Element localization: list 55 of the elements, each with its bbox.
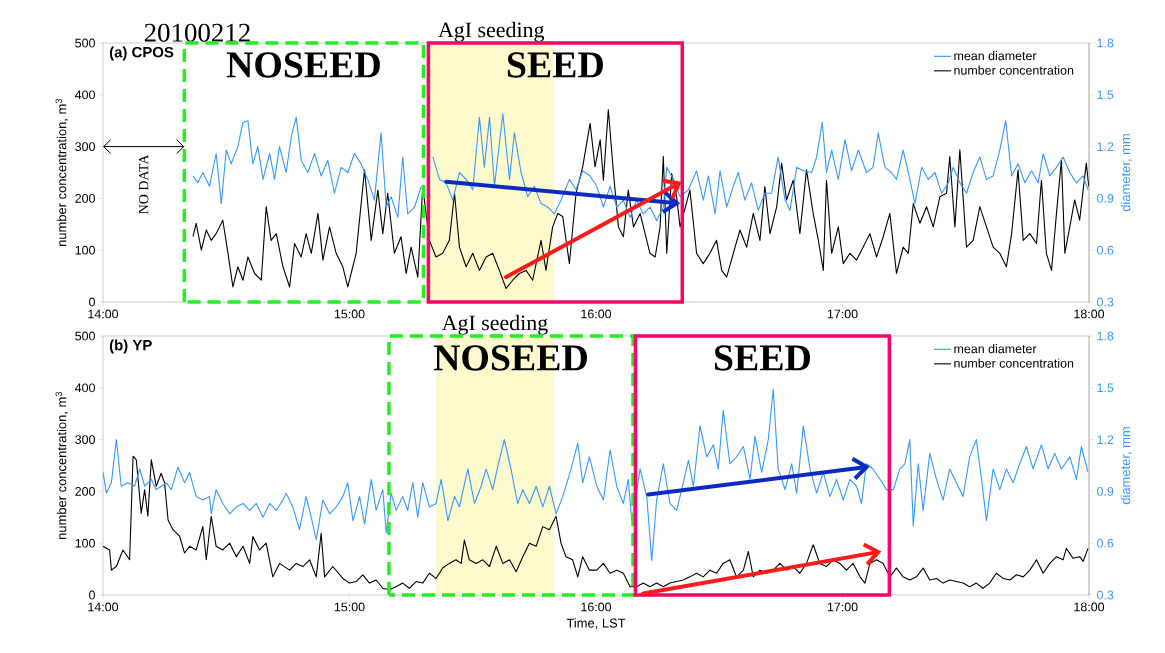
- y2-tick-label: 1.2: [1097, 142, 1114, 151]
- y-tick-label: 0: [89, 297, 95, 307]
- band-label: AgI seeding: [441, 314, 548, 335]
- y-axis-title: number concentration, m$^{3}$: [55, 99, 68, 247]
- annotation: NO DATA: [138, 154, 149, 214]
- y2-tick-label: 1.2: [1097, 435, 1114, 444]
- legend-label: number concentration: [954, 65, 1074, 75]
- y2-axis-title: diameter, mm: [1120, 134, 1132, 212]
- y-tick-label: 200: [75, 194, 95, 203]
- x-tick-label: 16:00: [581, 602, 612, 612]
- x-tick-label: 15:00: [334, 602, 365, 612]
- x-axis-title: Time, LST: [566, 618, 626, 630]
- y-tick-label: 400: [74, 383, 95, 393]
- legend-label: number concentration: [954, 358, 1074, 368]
- y2-tick-label: 1.5: [1097, 383, 1114, 393]
- y2-tick-label: 0.6: [1097, 245, 1114, 255]
- y-axis-title: number concentration, m$^{3}$: [55, 392, 68, 540]
- legend-label: mean diameter: [954, 51, 1037, 61]
- chart-title: (b) YP: [109, 339, 152, 354]
- annotation: SEED: [714, 345, 810, 371]
- y-tick-label: 100: [75, 245, 95, 255]
- y2-tick-label: 1.8: [1097, 331, 1114, 341]
- y2-tick-label: 1.8: [1097, 38, 1114, 48]
- y-tick-label: 300: [75, 435, 95, 445]
- x-tick-label: 15:00: [334, 309, 365, 319]
- y-tick-label: 200: [75, 487, 95, 496]
- y2-tick-label: 0.3: [1097, 297, 1114, 307]
- x-tick-label: 17:00: [827, 309, 858, 319]
- y-tick-label: 400: [74, 90, 95, 100]
- y2-tick-label: 0.3: [1097, 590, 1114, 600]
- annotation: NOSEED: [433, 345, 587, 371]
- text: 20100212: [144, 23, 250, 42]
- y2-tick-label: 0.9: [1097, 193, 1114, 203]
- line-series: [192, 109, 1090, 290]
- y-tick-label: 300: [75, 142, 95, 152]
- x-tick-label: 18:00: [1074, 602, 1105, 612]
- legend-label: mean diameter: [954, 344, 1037, 354]
- band-label: AgI seeding: [438, 21, 545, 42]
- y2-axis-title: diameter, mm: [1120, 427, 1132, 505]
- y-tick-label: 0: [89, 590, 95, 600]
- y2-tick-label: 0.6: [1097, 538, 1114, 548]
- y2-tick-label: 0.9: [1097, 487, 1114, 496]
- annotation: NOSEED: [226, 52, 380, 78]
- y-tick-label: 500: [75, 38, 95, 48]
- x-tick-label: 17:00: [827, 602, 858, 612]
- y-tick-label: 500: [75, 331, 95, 341]
- x-tick-label: 18:00: [1074, 309, 1105, 319]
- x-tick-label: 14:00: [88, 602, 119, 612]
- line-series: [103, 388, 1089, 562]
- y-tick-label: 100: [75, 538, 95, 548]
- x-tick-label: 14:00: [88, 309, 119, 319]
- y2-tick-label: 1.5: [1097, 90, 1114, 100]
- x-tick-label: 16:00: [581, 309, 612, 319]
- chart-title: (a) CPOS: [109, 46, 174, 61]
- annotation: SEED: [507, 52, 603, 78]
